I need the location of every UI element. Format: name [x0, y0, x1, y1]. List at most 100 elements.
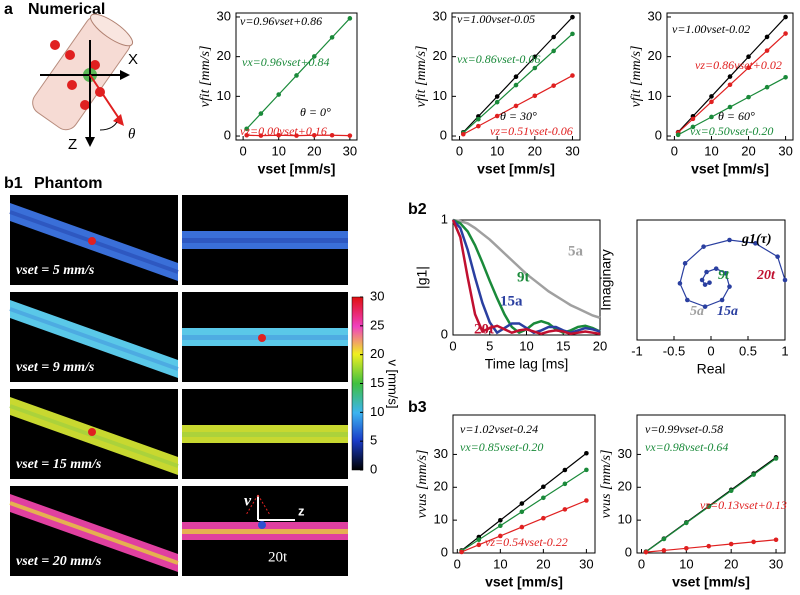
data-point	[584, 498, 589, 503]
data-point	[551, 48, 556, 54]
annotation: 20t	[756, 268, 776, 283]
panel-label: b1	[4, 175, 23, 192]
y-axis-label: vfit [mm/s]	[629, 46, 644, 108]
x-tick-label: 10	[679, 556, 693, 571]
x-tick-label: 30	[565, 143, 579, 158]
cylinder	[32, 13, 134, 147]
y-tick-label: 30	[433, 8, 447, 23]
data-point	[244, 126, 249, 132]
data-point	[329, 35, 335, 40]
vessel-texture	[9, 307, 179, 371]
series-label: 20t	[474, 321, 494, 337]
data-point	[347, 16, 353, 21]
data-point	[773, 537, 779, 543]
y-tick-label: 20	[217, 48, 231, 63]
point-label: 15a	[105, 401, 127, 417]
annotation: vx=0.86vset-0.06	[457, 52, 540, 66]
data-point	[244, 132, 249, 138]
y-tick-label: 20	[618, 479, 632, 494]
x-tick-label: 0	[671, 143, 678, 158]
x-tick-label: 20	[528, 143, 542, 158]
data-point	[476, 542, 482, 548]
x-tick-label: 0	[456, 143, 463, 158]
y-tick-label: 10	[217, 88, 231, 103]
panel-label: b2	[408, 201, 427, 218]
data-point	[513, 103, 519, 109]
data-point	[513, 82, 519, 88]
x-tick-label: 10	[271, 143, 285, 158]
x-tick-label: 20	[536, 556, 550, 571]
annotation: θ = 30°	[500, 109, 537, 123]
annotation: v=0.99vset-0.58	[645, 422, 723, 436]
data-point	[541, 484, 546, 490]
speed-label: vset = 5 mm/s	[16, 263, 95, 278]
y-axis-label: |g1|	[414, 266, 430, 289]
x-axis-label: vset [mm/s]	[691, 161, 769, 177]
angle-label: θ	[128, 126, 136, 142]
x-tick-label: -1	[631, 343, 643, 358]
point-label: 5a	[105, 203, 120, 219]
data-point	[682, 261, 688, 266]
annotation: v=0.96vset+0.86	[240, 14, 322, 28]
y-tick-label: 0	[441, 326, 448, 341]
y-tick-label: 10	[434, 512, 448, 527]
y-tick-label: 10	[433, 88, 447, 103]
annotation: 9t	[718, 268, 730, 283]
series-label: 5a	[568, 243, 584, 259]
data-point	[773, 456, 779, 461]
axis-name: Z	[68, 136, 77, 153]
data-point	[311, 132, 317, 138]
annotation: vz=0.86vset+0.02	[695, 58, 782, 72]
vector-label: z	[298, 503, 305, 518]
x-tick-label: 30	[769, 556, 783, 571]
colorbar-tick-label: 5	[370, 433, 377, 448]
panel-label: b3	[408, 399, 427, 416]
data-point	[677, 281, 683, 286]
data-point	[643, 549, 649, 555]
data-point	[775, 254, 780, 259]
x-tick-label: -0.5	[663, 343, 685, 358]
annotation: vz=0.51vset-0.06	[490, 124, 573, 138]
annotation: vx=0.50vset-0.20	[690, 124, 773, 138]
x-tick-label: 20	[724, 556, 738, 571]
data-point	[519, 501, 525, 506]
series-label: 9t	[517, 269, 530, 285]
data-point	[783, 74, 788, 80]
speed-label: vset = 20 mm/s	[16, 554, 102, 569]
data-point	[727, 74, 733, 79]
y-axis-label: vvus [mm/s]	[599, 450, 614, 519]
annotation: v=1.02vset-0.24	[460, 422, 538, 436]
y-tick-label: 20	[434, 479, 448, 494]
colorbar-tick-label: 0	[370, 461, 377, 476]
y-tick-label: 30	[648, 8, 662, 23]
x-tick-label: 10	[704, 143, 718, 158]
data-point	[728, 488, 734, 494]
data-point	[584, 467, 589, 473]
vessel-texture	[182, 529, 348, 534]
axis-name: X	[128, 51, 138, 68]
data-point	[584, 450, 589, 456]
data-point	[782, 277, 788, 283]
data-point	[460, 131, 466, 137]
annotation: θ = 60°	[718, 109, 755, 123]
sample-point	[88, 428, 96, 436]
y-tick-label: 20	[648, 48, 662, 63]
annotation: vx=0.96vset+0.84	[242, 55, 330, 69]
data-point	[347, 133, 353, 138]
data-point	[541, 515, 546, 521]
x-tick-label: 10	[493, 556, 507, 571]
schematic-title: Numerical	[28, 1, 105, 18]
phantom-title: Phantom	[34, 175, 102, 192]
vessel-texture	[182, 238, 348, 243]
point-label: 9t	[275, 313, 288, 329]
y-tick-label: 0	[440, 127, 447, 142]
colorbar-label: v [mm/s]	[386, 359, 401, 408]
plot-frame	[636, 414, 786, 554]
data-point	[727, 104, 733, 110]
speed-label: vset = 9 mm/s	[16, 360, 95, 375]
x-tick-label: 20	[307, 143, 321, 158]
y-axis-label: vvus [mm/s]	[415, 450, 430, 519]
data-point	[783, 31, 788, 36]
x-tick-label: 5	[486, 338, 493, 353]
annotation: vx=0.85vset-0.20	[460, 440, 543, 454]
